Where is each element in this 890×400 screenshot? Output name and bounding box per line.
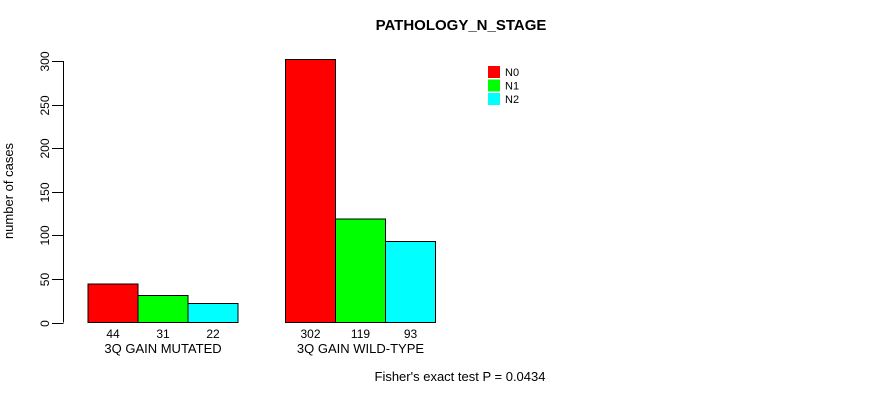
bar-value-label: 44 <box>106 327 120 341</box>
bar-N0 <box>87 283 139 323</box>
bar-value-label: 31 <box>156 327 170 341</box>
bar-value-label: 302 <box>300 327 320 341</box>
y-tick-label: 300 <box>38 51 52 71</box>
bar-N2 <box>385 240 436 323</box>
bar-N0 <box>285 58 336 324</box>
y-tick-label: 0 <box>38 320 52 327</box>
chart-title: PATHOLOGY_N_STAGE <box>376 17 547 34</box>
bar-value-label: 93 <box>404 327 418 341</box>
legend-label-N0: N0 <box>505 67 519 79</box>
legend-label-N2: N2 <box>505 94 519 106</box>
legend-swatch-N0 <box>488 66 500 78</box>
group-label: 3Q GAIN WILD-TYPE <box>297 341 424 356</box>
bar-N1 <box>335 218 386 323</box>
y-tick-label: 200 <box>38 138 52 158</box>
y-axis-title: number of cases <box>1 142 16 239</box>
bar-N1 <box>137 294 189 323</box>
y-tick-label: 150 <box>38 182 52 202</box>
legend-swatch-N1 <box>488 79 500 92</box>
y-tick-label: 50 <box>38 273 52 287</box>
y-axis: 0 50 100 150 200 250 300 <box>38 51 64 327</box>
bar-value-label: 119 <box>351 327 370 341</box>
bar-value-label: 22 <box>206 327 220 341</box>
group-label: 3Q GAIN MUTATED <box>104 341 221 356</box>
legend-label-N1: N1 <box>505 81 519 93</box>
y-tick-label: 250 <box>38 95 52 115</box>
bars <box>87 58 436 324</box>
bar-N2 <box>187 302 239 323</box>
y-tick-label: 100 <box>38 225 52 245</box>
legend-swatch-N2 <box>488 93 500 105</box>
annotation-fisher-test: Fisher's exact test P = 0.0434 <box>375 369 546 384</box>
